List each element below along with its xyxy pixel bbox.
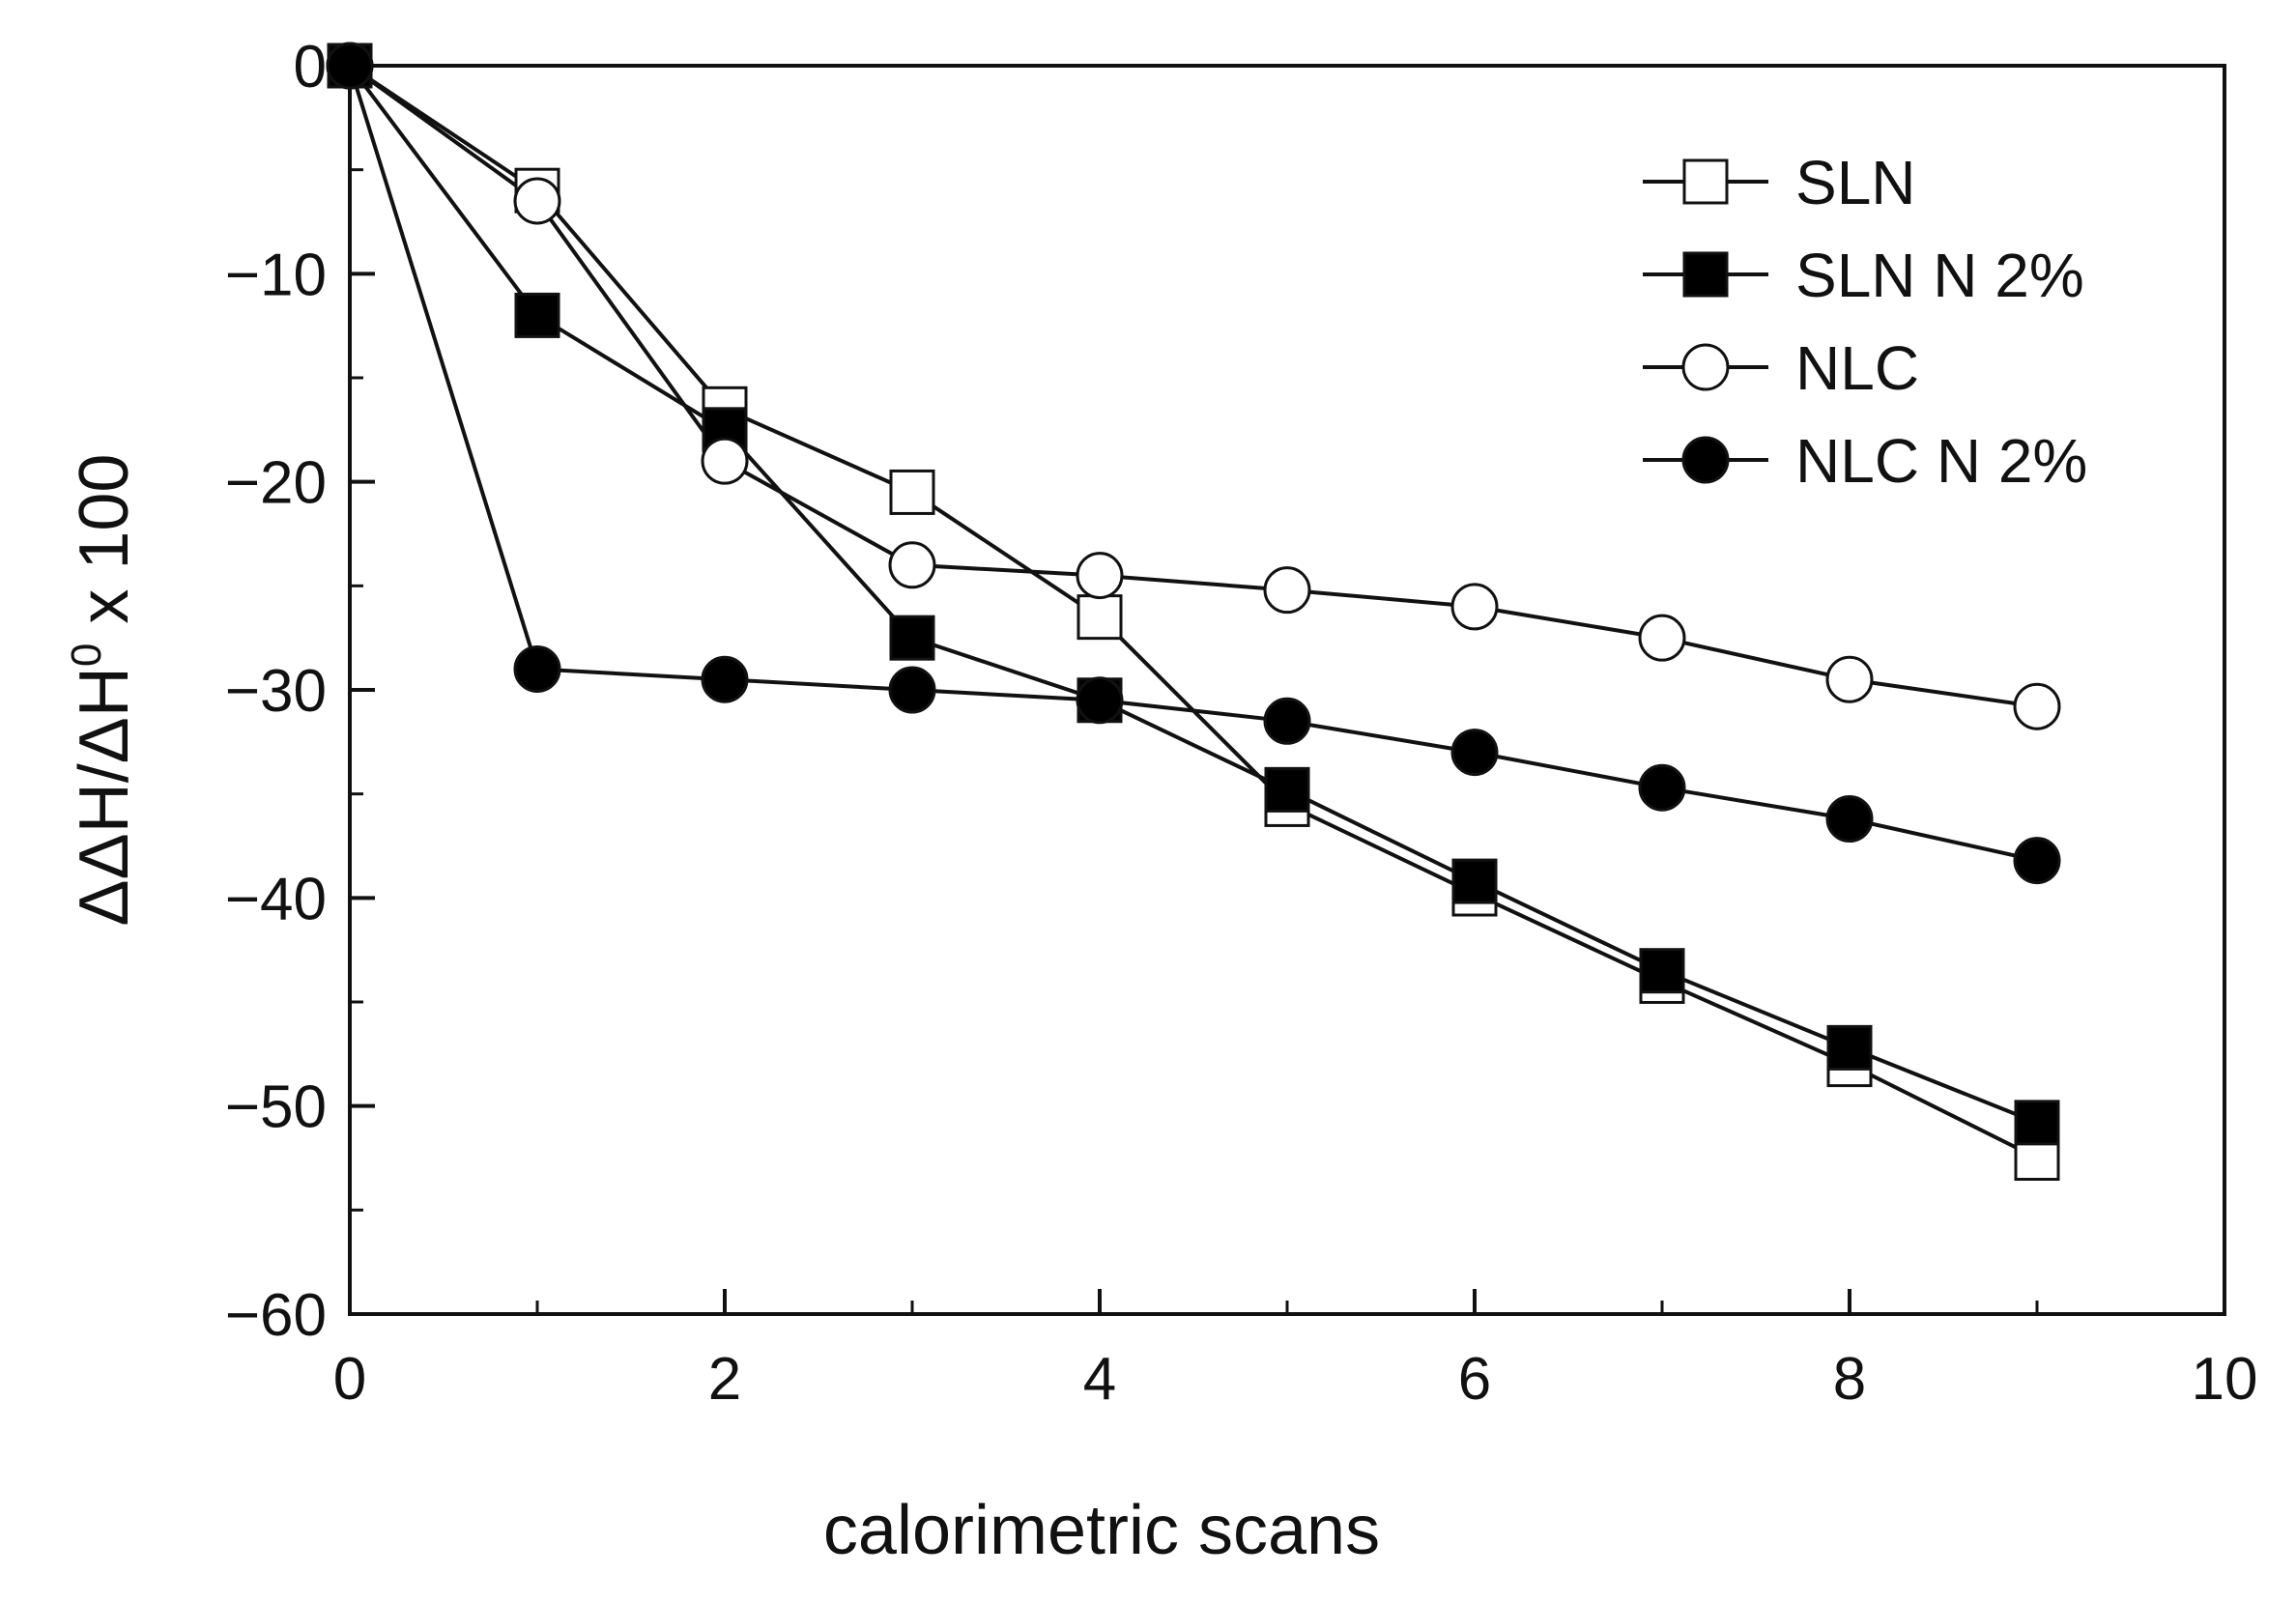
point-nlc-n-2	[888, 666, 936, 714]
point-nlc-n-2	[1638, 763, 1686, 812]
series-lines	[348, 64, 2038, 1160]
x-tick-label: 10	[2192, 1346, 2258, 1413]
legend-item-nlc-n-2: NLC N 2%	[1643, 426, 2087, 496]
legend-item-nlc: NLC	[1643, 333, 1919, 403]
legend-marker	[1681, 343, 1730, 391]
legend-label: SLN N 2%	[1795, 241, 2084, 310]
y-tick-label: −60	[225, 1282, 327, 1349]
series-line-sln	[348, 64, 2038, 1160]
x-axis-title: calorimetric scans	[823, 1492, 1380, 1569]
x-tick-label: 6	[1458, 1346, 1491, 1413]
point-nlc	[1263, 566, 1311, 615]
legend-item-sln: SLN	[1643, 148, 1916, 217]
series-layer	[326, 42, 2061, 1181]
series-line-sln-n-2	[348, 64, 2038, 1125]
point-sln-n-2	[1826, 1024, 1873, 1071]
point-nlc	[701, 437, 749, 485]
point-nlc	[1825, 655, 1874, 703]
y-axis-title: ΔΔH/ΔH0 x 100	[63, 454, 143, 927]
point-sln-n-2	[2014, 1100, 2060, 1146]
y-tick-label: 0	[294, 34, 327, 100]
point-nlc	[1076, 552, 1124, 600]
x-tick-label: 2	[708, 1346, 741, 1413]
point-nlc-n-2	[701, 655, 749, 703]
point-nlc	[513, 177, 561, 225]
y-axis-title-sup: 0	[63, 644, 110, 667]
y-tick-label: −50	[225, 1074, 327, 1141]
y-tick-label: −20	[225, 450, 327, 517]
legend-item-sln-n-2: SLN N 2%	[1643, 241, 2084, 310]
point-nlc-n-2	[1076, 676, 1124, 725]
x-tick-label: 0	[333, 1346, 366, 1413]
legend-marker	[1682, 158, 1729, 205]
point-nlc	[888, 541, 936, 589]
legend-label: SLN	[1795, 148, 1916, 217]
point-nlc-n-2	[326, 42, 374, 90]
x-tick-label: 4	[1083, 1346, 1116, 1413]
series-line-nlc	[348, 64, 2038, 709]
point-nlc-n-2	[1263, 697, 1311, 745]
point-sln	[1076, 594, 1123, 641]
legend: SLN SLN N 2% NLC NLC N 2%	[1643, 148, 2087, 496]
point-nlc-n-2	[513, 644, 561, 693]
y-axis-title-rest: x 100	[66, 454, 143, 644]
y-tick-label: −30	[225, 658, 327, 725]
series-line-nlc-n-2	[348, 65, 2038, 863]
point-sln-n-2	[889, 615, 935, 661]
y-tick-label: −40	[225, 866, 327, 932]
point-nlc-n-2	[1450, 729, 1499, 777]
point-nlc-n-2	[2013, 837, 2061, 885]
x-tick-label: 8	[1833, 1346, 1866, 1413]
y-axis-title-main: ΔΔH/ΔH	[66, 667, 143, 926]
point-nlc-n-2	[1825, 795, 1874, 844]
point-nlc	[1638, 614, 1686, 662]
legend-label: NLC	[1795, 333, 1919, 403]
legend-marker	[1681, 436, 1730, 484]
point-sln-n-2	[514, 292, 560, 338]
y-tick-label: −10	[225, 242, 327, 308]
point-sln-n-2	[1451, 858, 1498, 904]
point-sln	[889, 469, 935, 515]
point-nlc	[2013, 682, 2061, 730]
legend-label: NLC N 2%	[1795, 426, 2087, 496]
point-nlc	[1450, 583, 1499, 631]
point-sln-n-2	[1264, 766, 1310, 813]
legend-marker	[1682, 251, 1729, 298]
point-sln-n-2	[1639, 948, 1685, 994]
tick-labels: 0 2 4 6 8 10 0 −10 −20 −30 −40 −50 −60	[225, 34, 2258, 1413]
series-markers	[326, 42, 2061, 1181]
